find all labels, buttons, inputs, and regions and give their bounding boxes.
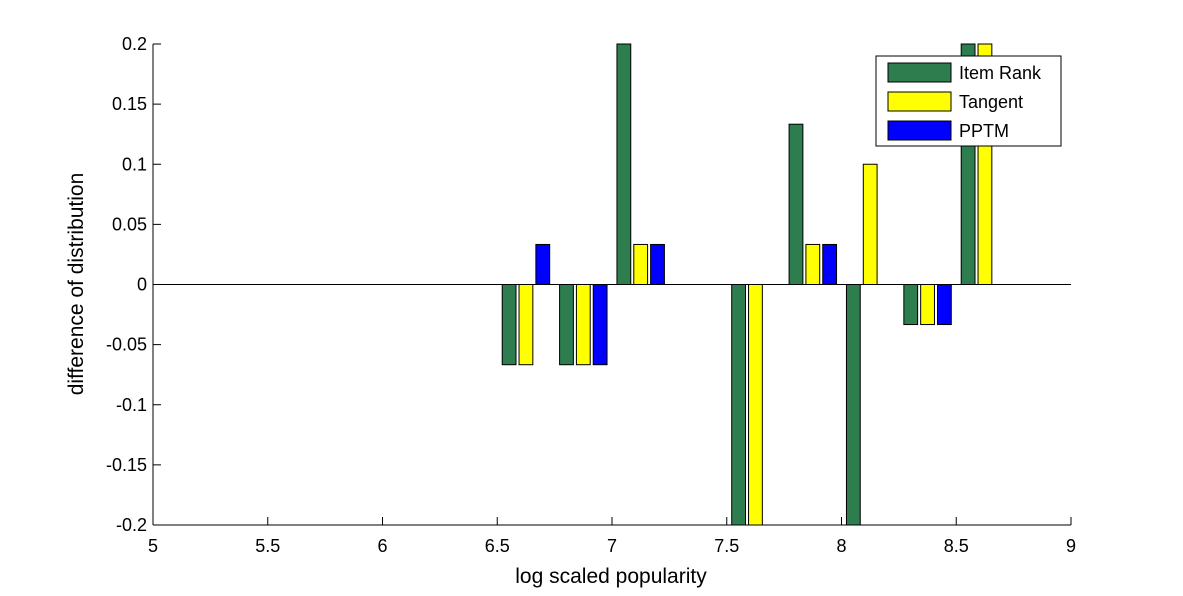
x-tick-label-8: 9 [1066, 536, 1076, 556]
x-tick-label-5: 7.5 [714, 536, 739, 556]
x-tick-label-0: 5 [148, 536, 158, 556]
bar-item-rank-4 [731, 284, 747, 526]
x-tick-label-1: 5.5 [255, 536, 280, 556]
y-tick-label-1: -0.15 [106, 455, 147, 475]
axes-layer: 5 5.5 6 6.5 7 7.5 8 8.5 9 -0.2 -0.15 -0.1 -0.05 0 0.05… [106, 34, 1076, 556]
legend-swatch-pptm [887, 120, 952, 141]
x-tick-label-2: 6 [377, 536, 387, 556]
bar-item-rank-1 [559, 284, 574, 366]
legend-swatch-tangent [887, 91, 952, 112]
bar-item-rank-6 [845, 284, 861, 526]
bar-tangent-6 [862, 163, 878, 285]
bar-item-rank-7 [903, 284, 919, 326]
y-tick-label-2: -0.1 [116, 395, 147, 415]
x-tick-label-4: 7 [607, 536, 617, 556]
bar-tangent-5 [805, 243, 821, 286]
x-axis-label: log scaled popularity [515, 565, 707, 588]
y-tick-label-7: 0.15 [112, 94, 147, 114]
bar-pptm-1 [592, 284, 608, 366]
x-tick-label-3: 6.5 [485, 536, 510, 556]
y-tick-label-8: 0.2 [122, 34, 147, 54]
y-tick-label-3: -0.05 [106, 335, 147, 355]
legend-label-item-rank: Item Rank [959, 63, 1042, 83]
bar-pptm-5 [822, 243, 838, 286]
bars-layer [501, 43, 993, 526]
x-tick-label-6: 8 [836, 536, 846, 556]
bar-tangent-4 [748, 284, 763, 526]
bar-item-rank-0 [501, 284, 517, 366]
y-tick-label-6: 0.1 [122, 154, 147, 174]
legend: Item Rank Tangent PPTM [875, 55, 1062, 147]
bar-tangent-2 [633, 243, 649, 286]
bar-pptm-2 [650, 243, 665, 286]
legend-label-pptm: PPTM [959, 121, 1009, 141]
y-tick-label-4: 0 [137, 275, 147, 295]
bar-tangent-7 [920, 284, 935, 326]
bar-item-rank-2 [616, 43, 632, 285]
x-tick-label-7: 8.5 [944, 536, 969, 556]
legend-swatch-item-rank [887, 62, 952, 83]
legend-label-tangent: Tangent [959, 92, 1023, 112]
y-tick-label-5: 0.05 [112, 214, 147, 234]
bar-pptm-7 [936, 284, 952, 326]
y-tick-label-0: -0.2 [116, 515, 147, 535]
bar-tangent-1 [575, 284, 591, 366]
y-axis-label: difference of distribution [65, 173, 88, 396]
bar-pptm-0 [535, 243, 551, 286]
bar-tangent-0 [518, 284, 534, 366]
bar-item-rank-5 [788, 123, 804, 285]
